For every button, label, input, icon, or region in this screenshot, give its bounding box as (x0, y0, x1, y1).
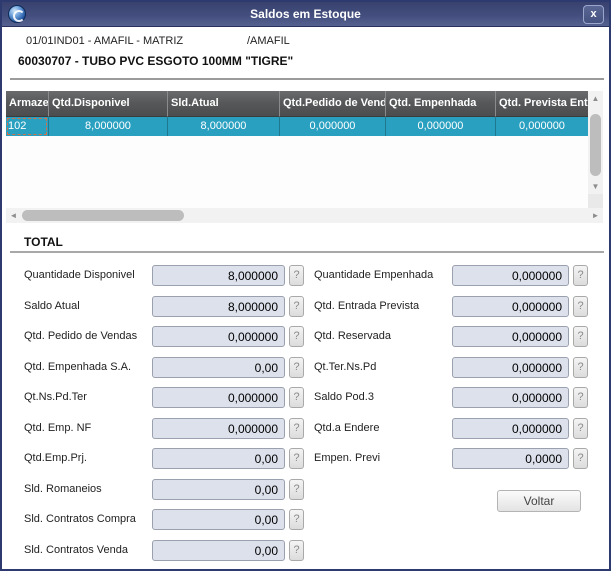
field-label: Sld. Contratos Compra (24, 513, 136, 525)
help-icon[interactable]: ? (289, 356, 304, 378)
field-label: Qtd. Reservada (314, 330, 392, 342)
field-label: Quantidade Empenhada (314, 269, 434, 281)
help-icon[interactable]: ? (573, 387, 588, 408)
column-header-prevista-ent[interactable]: Qtd. Prevista Ent (495, 91, 588, 117)
field-value[interactable]: 8,000000 (152, 265, 285, 286)
field-label: Sld. Contratos Venda (24, 543, 128, 556)
help-icon[interactable]: ? (289, 265, 304, 286)
field-value[interactable]: 0,00 (152, 448, 285, 469)
horizontal-scroll-thumb[interactable] (22, 210, 184, 221)
help-icon[interactable]: ? (289, 448, 304, 469)
scroll-left-icon[interactable]: ◄ (9, 211, 18, 220)
stock-grid: Armaze Qtd.Disponivel Sld.Atual Qtd.Pedi… (6, 91, 588, 136)
field-value[interactable]: 0,000000 (152, 387, 285, 408)
window-title: Saldos em Estoque (250, 7, 361, 21)
field-value[interactable]: 8,000000 (152, 295, 285, 317)
help-icon[interactable]: ? (573, 295, 588, 317)
grid-header-row: Armaze Qtd.Disponivel Sld.Atual Qtd.Pedi… (6, 91, 588, 117)
help-icon[interactable]: ? (289, 387, 304, 408)
help-icon[interactable]: ? (289, 417, 304, 439)
field-label: Qtd.Emp.Prj. (24, 452, 87, 464)
title-bar: Saldos em Estoque x (2, 2, 609, 27)
total-divider (10, 251, 604, 253)
help-icon[interactable]: ? (573, 356, 588, 378)
scroll-up-icon[interactable]: ▲ (591, 94, 600, 103)
field-value[interactable]: 0,00 (152, 478, 285, 500)
field-label: Qtd. Pedido de Vendas (24, 330, 138, 342)
field-label: Sld. Romaneios (24, 482, 102, 495)
field-value[interactable]: 0,000000 (452, 356, 569, 378)
field-value[interactable]: 0,000000 (452, 265, 569, 286)
vertical-scroll-thumb[interactable] (590, 114, 601, 176)
cell-sld-atual[interactable]: 8,000000 (167, 117, 279, 136)
branch-info: 01/01IND01 - AMAFIL - MATRIZ (26, 35, 184, 47)
product-title: 60030707 - TUBO PVC ESGOTO 100MM "TIGRE" (18, 54, 294, 68)
field-value[interactable]: 0,000000 (152, 417, 285, 439)
field-label: Saldo Pod.3 (314, 391, 374, 403)
cell-empenhada[interactable]: 0,000000 (385, 117, 495, 136)
app-logo-icon (8, 5, 26, 23)
cell-disponivel[interactable]: 8,000000 (48, 117, 167, 136)
field-label: Qt.Ns.Pd.Ter (24, 391, 87, 403)
help-icon[interactable]: ? (573, 417, 588, 439)
field-label: Qt.Ter.Ns.Pd (314, 360, 377, 373)
column-header-sld-atual[interactable]: Sld.Atual (167, 91, 279, 117)
field-value[interactable]: 0,000000 (152, 326, 285, 347)
voltar-button[interactable]: Voltar (497, 490, 581, 512)
field-value[interactable]: 0,00 (152, 539, 285, 561)
help-icon[interactable]: ? (289, 539, 304, 561)
field-label: Qtd.a Endere (314, 421, 380, 434)
cell-armazem[interactable]: 102 (6, 117, 48, 136)
scrollbar-corner (588, 194, 603, 208)
close-icon[interactable]: x (583, 5, 604, 24)
branch-suffix: /AMAFIL (247, 35, 290, 47)
help-icon[interactable]: ? (289, 295, 304, 317)
cell-pedido-venda[interactable]: 0,000000 (279, 117, 385, 136)
help-icon[interactable]: ? (573, 265, 588, 286)
vertical-scrollbar[interactable]: ▲ ▼ (588, 91, 603, 208)
scroll-right-icon[interactable]: ► (591, 211, 600, 220)
help-icon[interactable]: ? (289, 478, 304, 500)
header-divider (10, 78, 604, 80)
total-section-title: TOTAL (24, 235, 63, 249)
cell-prevista-ent[interactable]: 0,000000 (495, 117, 588, 136)
help-icon[interactable]: ? (289, 326, 304, 347)
field-value[interactable]: 0,000000 (452, 326, 569, 347)
field-value[interactable]: 0,000000 (452, 387, 569, 408)
column-header-pedido-venda[interactable]: Qtd.Pedido de Vend (279, 91, 385, 117)
column-header-empenhada[interactable]: Qtd. Empenhada (385, 91, 495, 117)
field-value[interactable]: 0,0000 (452, 448, 569, 469)
horizontal-scrollbar[interactable]: ◄ ► (6, 208, 603, 223)
field-label: Saldo Atual (24, 299, 80, 312)
field-value[interactable]: 0,000000 (452, 417, 569, 439)
field-value[interactable]: 0,000000 (452, 295, 569, 317)
help-icon[interactable]: ? (573, 326, 588, 347)
help-icon[interactable]: ? (289, 509, 304, 530)
column-header-disponivel[interactable]: Qtd.Disponivel (48, 91, 167, 117)
help-icon[interactable]: ? (573, 448, 588, 469)
field-label: Qtd. Entrada Prevista (314, 299, 420, 312)
field-value[interactable]: 0,00 (152, 509, 285, 530)
grid-empty-area (6, 136, 588, 208)
field-label: Quantidade Disponivel (24, 269, 135, 281)
field-label: Empen. Previ (314, 452, 381, 464)
field-label: Qtd. Empenhada S.A. (24, 360, 132, 373)
table-row[interactable]: 102 8,000000 8,000000 0,000000 0,000000 … (6, 117, 588, 136)
field-value[interactable]: 0,00 (152, 356, 285, 378)
scroll-down-icon[interactable]: ▼ (591, 182, 600, 191)
field-label: Qtd. Emp. NF (24, 421, 92, 434)
column-header-armazem[interactable]: Armaze (6, 91, 48, 117)
